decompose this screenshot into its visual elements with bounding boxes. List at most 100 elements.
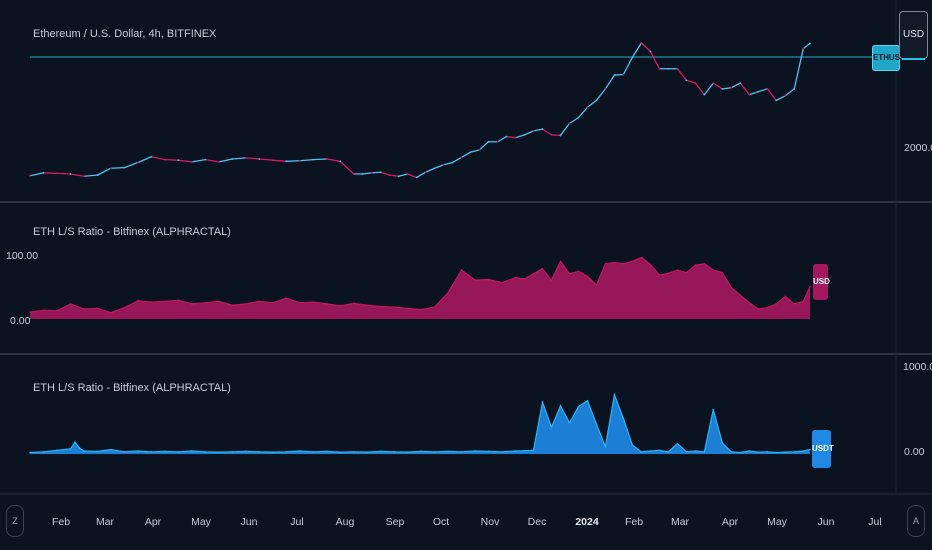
price-point-53: [613, 74, 616, 76]
price-point-25: [361, 173, 364, 175]
price-segment-34: [434, 164, 444, 169]
price-segment-52: [595, 88, 606, 101]
usd-ratio-point-13: [204, 301, 207, 304]
currency-button[interactable]: USD: [899, 11, 928, 60]
usdt-ratio-point-28: [379, 450, 382, 453]
price-point-68: [748, 93, 751, 96]
usdt-ratio-point-40: [532, 449, 535, 452]
price-point-4: [83, 175, 85, 178]
price-segment-30: [398, 173, 408, 177]
price-segment-62: [686, 79, 696, 84]
price-segment-17: [245, 157, 260, 160]
usdt-tick-0: 0.00: [904, 446, 925, 458]
usd-last-value-badge[interactable]: USD: [813, 264, 830, 300]
month-tick-11: 2024: [575, 516, 599, 528]
usd-ratio-point-33: [474, 279, 476, 281]
usdt-ratio-point-35: [474, 450, 476, 452]
price-segment-35: [443, 161, 453, 166]
price-segment-29: [389, 174, 399, 177]
price-segment-54: [614, 73, 624, 76]
price-point-1: [42, 171, 45, 174]
usdt-ratio-point-21: [285, 450, 288, 453]
usd-ratio-point-44: [586, 275, 589, 278]
price-point-20: [298, 159, 301, 162]
usdt-ratio-point-61: [721, 442, 724, 444]
price-segment-43: [515, 134, 525, 139]
usd-ratio-point-27: [393, 306, 395, 308]
usdt-ratio-point-8: [110, 448, 112, 451]
price-point-61: [685, 79, 688, 82]
usd-ratio-point-6: [110, 311, 112, 314]
usd-ratio-point-36: [514, 276, 517, 279]
usdt-ratio-point-66: [766, 450, 769, 453]
price-point-6: [110, 167, 112, 170]
usd-ratio-point-66: [784, 295, 787, 298]
timezone-button[interactable]: Z: [6, 505, 24, 537]
price-tick-2000: 2000.00: [904, 142, 932, 154]
price-segment-65: [712, 82, 723, 90]
usdt-ratio-point-26: [352, 450, 355, 453]
price-point-69: [757, 90, 760, 93]
usd-ratio-pane[interactable]: [29, 256, 811, 319]
usdt-last-value-badge[interactable]: USDT: [812, 430, 834, 468]
usdt-ratio-point-20: [271, 451, 274, 453]
price-point-73: [793, 87, 796, 90]
usdt-ratio-point-14: [191, 450, 193, 452]
usd-ratio-point-31: [447, 291, 449, 294]
usdt-ratio-point-6: [83, 450, 85, 452]
usd-ratio-line: [29, 256, 811, 314]
usdt-ratio-point-69: [793, 450, 796, 453]
price-segment-37: [461, 151, 471, 158]
ethusd-last-value-badge[interactable]: ETHUSD: [872, 45, 906, 71]
usd-ratio-point-3: [69, 303, 72, 305]
usdt-ratio-point-19: [258, 450, 261, 453]
usdt-ratio-point-48: [604, 445, 607, 448]
price-point-51: [595, 99, 598, 102]
price-point-35: [451, 161, 454, 164]
usdt-ratio-pane[interactable]: [29, 392, 811, 454]
usdt-ratio-point-23: [312, 450, 315, 453]
usd-ratio-point-40: [550, 279, 553, 281]
usdt-ratio-point-51: [631, 444, 634, 446]
price-point-66: [730, 86, 733, 89]
usd-ratio-point-19: [285, 297, 288, 300]
price-point-41: [505, 135, 508, 138]
month-tick-8: Oct: [432, 516, 450, 528]
usd-ratio-point-26: [379, 305, 382, 308]
usdt-ratio-point-49: [613, 394, 616, 396]
price-point-16: [244, 156, 247, 159]
price-point-37: [469, 151, 472, 154]
price-point-59: [667, 67, 670, 70]
price-point-47: [559, 134, 562, 137]
usdt-ratio-point-57: [685, 450, 688, 453]
usd-ratio-point-1: [42, 309, 45, 312]
price-point-22: [325, 158, 328, 160]
price-segment-72: [775, 95, 786, 101]
usdt-ratio-point-3: [69, 448, 72, 450]
price-point-34: [442, 163, 445, 166]
usdt-ratio-point-39: [523, 449, 526, 452]
price-point-32: [424, 171, 427, 174]
month-tick-4: Jun: [240, 516, 258, 528]
price-point-2: [56, 172, 58, 175]
usdt-ratio-area: [30, 394, 810, 454]
price-segment-9: [137, 156, 152, 164]
usd-ratio-point-34: [487, 278, 490, 281]
usdt-ratio-point-5: [78, 447, 81, 449]
price-pane[interactable]: [29, 41, 896, 179]
usd-ratio-point-61: [739, 294, 742, 296]
usd-ratio-point-45: [595, 284, 598, 286]
price-point-38: [478, 148, 481, 151]
usd-ratio-point-68: [802, 300, 805, 303]
usdt-ratio-point-50: [622, 417, 625, 420]
auto-scale-button[interactable]: A: [907, 505, 925, 537]
price-point-8: [136, 161, 139, 164]
price-segment-47: [551, 134, 561, 137]
price-segment-28: [380, 171, 390, 176]
price-point-7: [123, 166, 126, 169]
price-segment-41: [497, 136, 507, 143]
price-segment-13: [191, 158, 206, 163]
usd-ratio-point-28: [406, 307, 409, 310]
price-point-67: [739, 82, 742, 85]
